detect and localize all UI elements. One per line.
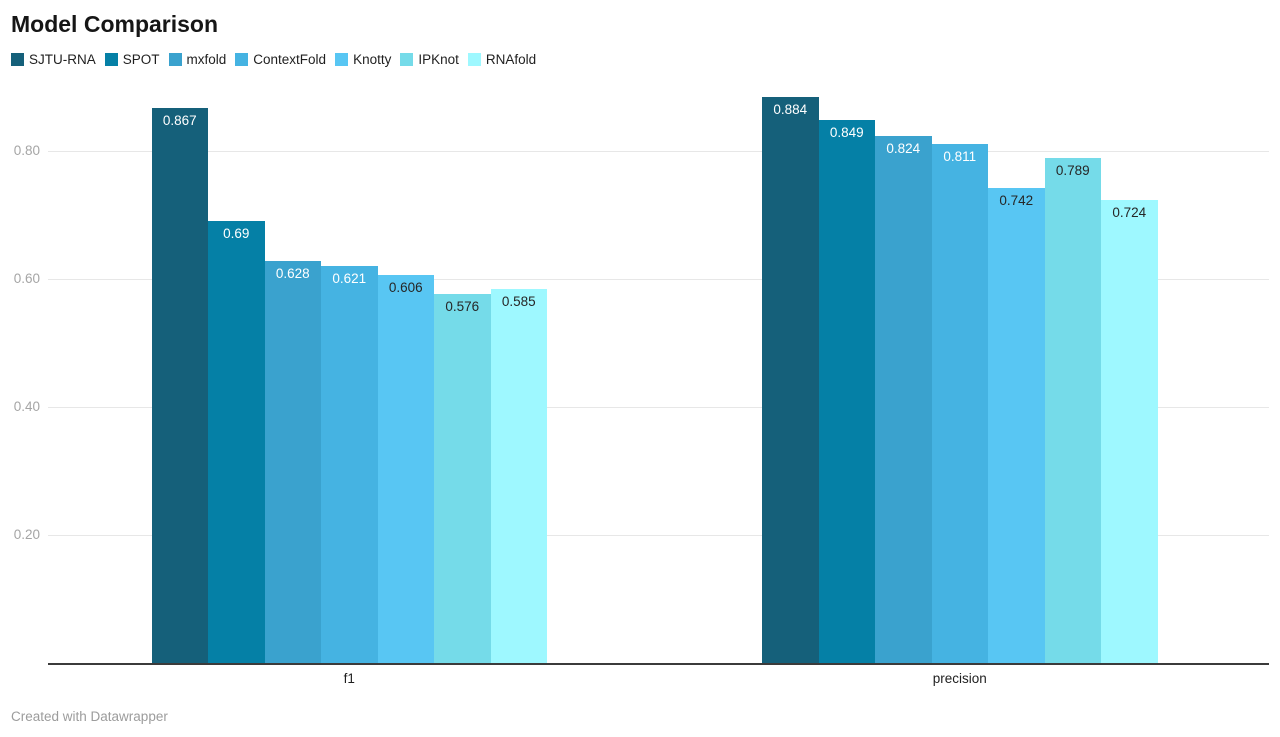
legend-item-rnafold: RNAfold <box>467 52 537 67</box>
legend-swatch-icon <box>467 53 481 66</box>
legend-item-contextfold: ContextFold <box>235 52 326 67</box>
bar-precision-rnafold[interactable]: 0.724 <box>1101 199 1158 663</box>
bar-f1-sjtu-rna[interactable]: 0.867 <box>151 108 208 663</box>
y-tick-label: 0.60 <box>13 271 40 286</box>
bar-f1-rnafold[interactable]: 0.585 <box>490 288 547 663</box>
bar-value-label: 0.789 <box>1055 163 1090 179</box>
legend-swatch-icon <box>104 53 118 66</box>
bar-f1-ipknot[interactable]: 0.576 <box>434 294 491 663</box>
legend: SJTU-RNA SPOT mxfold ContextFold Knotty IPKno… <box>11 52 536 67</box>
legend-item-label: SJTU-RNA <box>29 52 96 67</box>
bar-value-label: 0.585 <box>501 293 536 309</box>
legend-item-label: RNAfold <box>485 52 537 67</box>
bar-value-label: 0.606 <box>388 280 423 296</box>
bar-value-label: 0.824 <box>886 140 921 156</box>
legend-swatch-icon <box>235 53 249 66</box>
page-title: Model Comparison <box>11 11 219 37</box>
legend-item-label: Knotty <box>353 52 392 67</box>
legend-item-label: mxfold <box>186 52 227 67</box>
gridline-0.80 <box>48 151 1269 152</box>
legend-item-spot: SPOT <box>104 52 160 67</box>
legend-item-label: ContextFold <box>253 52 327 67</box>
bar-value-label: 0.69 <box>223 226 250 242</box>
bar-precision-mxfold[interactable]: 0.824 <box>875 135 932 663</box>
y-tick-label: 0.80 <box>13 143 40 158</box>
datawrapper-attribution-link[interactable]: Created with Datawrapper <box>11 709 168 724</box>
legend-item-ipknot: IPKnot <box>400 52 459 67</box>
bar-value-label: 0.884 <box>773 102 808 118</box>
bar-value-label: 0.849 <box>829 124 864 140</box>
bar-precision-contextfold[interactable]: 0.811 <box>931 143 988 663</box>
legend-item-label: SPOT <box>122 52 160 67</box>
gridline-0.60 <box>48 279 1269 280</box>
bar-value-label: 0.724 <box>1112 204 1147 220</box>
bar-value-label: 0.621 <box>332 270 367 286</box>
bar-precision-knotty[interactable]: 0.742 <box>988 188 1045 663</box>
bar-f1-mxfold[interactable]: 0.628 <box>264 261 321 663</box>
legend-item-label: IPKnot <box>418 52 459 67</box>
x-axis-line <box>48 663 1269 665</box>
legend-item-mxfold: mxfold <box>168 52 227 67</box>
bar-precision-spot[interactable]: 0.849 <box>818 119 875 663</box>
legend-swatch-icon <box>400 53 414 66</box>
y-tick-label: 0.40 <box>13 399 40 414</box>
gridline-0.20 <box>48 535 1269 536</box>
bar-precision-sjtu-rna[interactable]: 0.884 <box>762 97 819 663</box>
legend-swatch-icon <box>11 53 24 66</box>
legend-swatch-icon <box>168 53 182 66</box>
bar-value-label: 0.742 <box>999 193 1034 209</box>
bar-f1-spot[interactable]: 0.69 <box>208 221 265 663</box>
bar-f1-contextfold[interactable]: 0.621 <box>321 265 378 663</box>
y-tick-label: 0.20 <box>13 527 40 542</box>
gridline-0.40 <box>48 407 1269 408</box>
bar-value-label: 0.628 <box>275 266 310 282</box>
legend-item-sjtu-rna: SJTU-RNA <box>11 52 96 67</box>
x-axis-label-precision: precision <box>932 671 987 686</box>
bar-value-label: 0.576 <box>445 299 480 315</box>
bar-precision-ipknot[interactable]: 0.789 <box>1044 158 1101 663</box>
legend-swatch-icon <box>335 53 349 66</box>
bar-value-label: 0.811 <box>943 148 977 164</box>
bar-value-label: 0.867 <box>162 113 197 129</box>
legend-item-knotty: Knotty <box>335 52 391 67</box>
bar-f1-knotty[interactable]: 0.606 <box>377 275 434 663</box>
x-axis-label-f1: f1 <box>343 671 355 686</box>
